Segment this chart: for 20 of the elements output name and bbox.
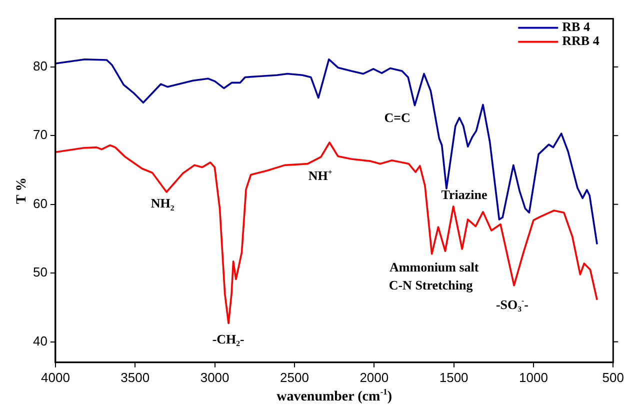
- y-tick-label: 80: [32, 58, 48, 74]
- y-tick-label: 60: [32, 196, 48, 211]
- annotation: Triazine: [441, 187, 488, 202]
- annotation: Ammonium salt: [390, 259, 480, 274]
- legend-label: RB 4: [562, 19, 590, 34]
- y-tick-label: 40: [32, 333, 48, 348]
- x-tick-label: 1500: [439, 370, 468, 385]
- annotation: C-N Stretching: [388, 277, 474, 292]
- x-tick-label: 2500: [280, 370, 309, 385]
- x-tick-label: 2000: [360, 370, 389, 385]
- legend-label: RRB 4: [562, 33, 600, 48]
- y-tick-label: 50: [32, 264, 48, 280]
- x-tick-label: 4000: [41, 370, 70, 385]
- x-tick-label: 3500: [120, 370, 150, 385]
- x-tick-label: 500: [602, 370, 624, 385]
- y-axis-title: T %: [14, 177, 30, 204]
- x-tick-label: 3000: [200, 370, 230, 385]
- x-tick-label: 1000: [519, 370, 548, 385]
- annotation: C=C: [384, 110, 410, 125]
- y-tick-label: 70: [32, 127, 48, 142]
